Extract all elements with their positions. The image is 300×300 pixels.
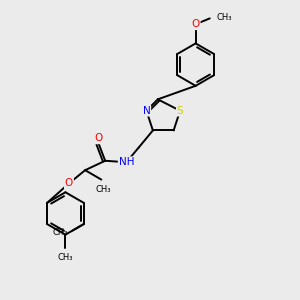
Text: CH₃: CH₃: [58, 253, 73, 262]
Text: O: O: [94, 134, 103, 143]
Text: N: N: [142, 106, 150, 116]
Text: O: O: [65, 178, 73, 188]
Text: S: S: [177, 106, 183, 116]
Text: NH: NH: [118, 157, 134, 167]
Text: CH₃: CH₃: [53, 228, 68, 237]
Text: O: O: [191, 19, 200, 29]
Text: CH₃: CH₃: [217, 13, 232, 22]
Text: CH₃: CH₃: [95, 185, 111, 194]
